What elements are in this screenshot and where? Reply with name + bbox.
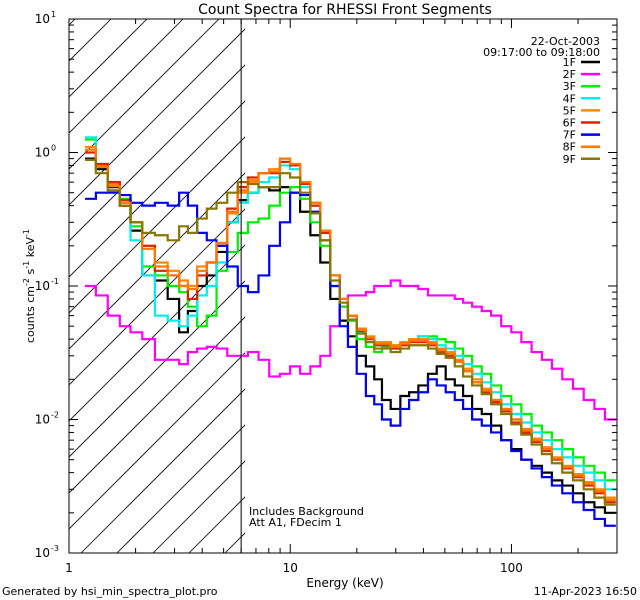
y-tick-exponent: -3 bbox=[51, 544, 59, 553]
hatch-line bbox=[585, 0, 640, 553]
hatch-line bbox=[224, 532, 245, 553]
legend-time-range: 09:17:00 to 09:18:00 bbox=[483, 46, 600, 59]
chart-title: Count Spectra for RHESSI Front Segments bbox=[198, 2, 492, 18]
y-tick-exponent: -1 bbox=[51, 277, 59, 286]
plot-frame bbox=[68, 18, 618, 554]
hatch-line bbox=[69, 352, 245, 530]
hatch-line bbox=[369, 0, 640, 553]
spectra-curves bbox=[84, 136, 616, 527]
hatch-line bbox=[69, 19, 220, 170]
hatch-line bbox=[69, 19, 148, 98]
hatch-line bbox=[69, 19, 76, 26]
y-tick-label: 10 bbox=[35, 146, 50, 160]
legend-label-5F: 5F bbox=[563, 104, 576, 117]
spectrum-6F bbox=[84, 151, 616, 504]
spectrum-2F bbox=[84, 279, 616, 421]
ylabel-part-4: -1 bbox=[22, 261, 31, 269]
ylabel-part-1: counts cm bbox=[24, 286, 37, 343]
x-tick-label: 1 bbox=[65, 561, 73, 575]
legend-label-2F: 2F bbox=[563, 68, 576, 81]
legend-date: 22-Oct-2003 bbox=[531, 35, 600, 48]
y-tick-label: 10 bbox=[35, 12, 50, 26]
legend-label-8F: 8F bbox=[563, 141, 576, 154]
hatch-line bbox=[513, 0, 640, 553]
spectrum-4F bbox=[84, 136, 616, 491]
footer-timestamp: 11-Apr-2023 16:50 bbox=[534, 585, 637, 598]
y-tick-label: 10 bbox=[35, 279, 50, 293]
y-tick-exponent: 1 bbox=[51, 10, 56, 19]
hatch-line bbox=[69, 28, 245, 206]
y-tick-label: 10 bbox=[35, 546, 50, 560]
hatch-line bbox=[441, 0, 640, 553]
ylabel-part-3: s bbox=[24, 268, 37, 277]
hatch-line bbox=[69, 172, 245, 350]
ylabel-part-6: -1 bbox=[22, 229, 31, 237]
x-axis-ticks: 1 10 100 bbox=[65, 19, 618, 575]
y-tick-exponent: 0 bbox=[51, 144, 56, 153]
legend-label-7F: 7F bbox=[563, 129, 576, 142]
legend-label-4F: 4F bbox=[563, 92, 576, 105]
legend-label-9F: 9F bbox=[563, 153, 576, 166]
hatch-line bbox=[405, 0, 640, 553]
hatch-line bbox=[69, 19, 112, 62]
hatch-line bbox=[477, 0, 640, 553]
footer-generator: Generated by hsi_min_spectra_plot.pro bbox=[2, 585, 218, 598]
hatched-excluded-region bbox=[69, 0, 640, 553]
legend-label-3F: 3F bbox=[563, 80, 576, 93]
hatch-line bbox=[80, 388, 245, 553]
hatch-line bbox=[69, 280, 245, 458]
hatch-line bbox=[297, 0, 640, 553]
hatch-line bbox=[116, 424, 245, 553]
spectrum-9F bbox=[84, 158, 616, 506]
ylabel-part-5: keV bbox=[24, 237, 37, 261]
hatch-line bbox=[69, 19, 184, 134]
x-axis-label: Energy (keV) bbox=[306, 576, 383, 590]
x-tick-label: 100 bbox=[500, 561, 523, 575]
ylabel-part-2: -2 bbox=[22, 278, 31, 286]
legend-label-6F: 6F bbox=[563, 117, 576, 130]
x-tick-label: 10 bbox=[283, 561, 298, 575]
annotation-background: Includes Background bbox=[249, 505, 364, 518]
spectrum-7F bbox=[84, 191, 616, 527]
spectrum-3F bbox=[84, 138, 616, 482]
y-tick-label: 10 bbox=[35, 413, 50, 427]
hatch-line bbox=[69, 208, 245, 386]
y-tick-exponent: -2 bbox=[51, 411, 59, 420]
legend-label-1F: 1F bbox=[563, 56, 576, 69]
hatch-line bbox=[69, 136, 245, 314]
spectrum-1F bbox=[84, 157, 616, 514]
hatch-line bbox=[69, 316, 245, 494]
annotation-attenuator: Att A1, FDecim 1 bbox=[249, 516, 342, 529]
hatch-line bbox=[69, 100, 245, 278]
y-axis-label: counts cm-2 s-1 keV-1 bbox=[22, 229, 37, 343]
hatch-line bbox=[621, 0, 640, 553]
